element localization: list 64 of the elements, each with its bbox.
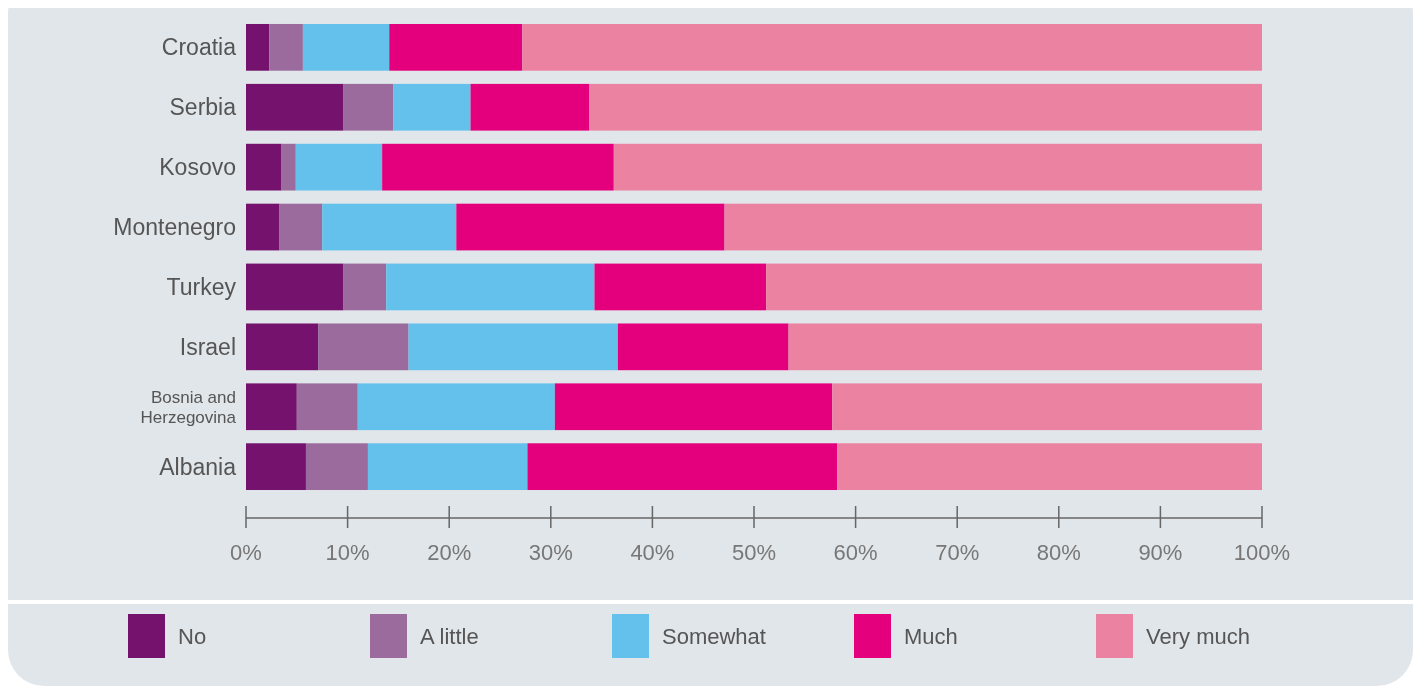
bar [269, 23, 303, 71]
bar [554, 383, 833, 431]
bar [382, 143, 614, 191]
bar [246, 443, 306, 491]
bar [832, 383, 1262, 431]
bar [246, 263, 344, 311]
bar [246, 83, 344, 131]
bar [613, 143, 1262, 191]
y-tick-label: Turkey [166, 274, 237, 300]
bar [343, 263, 387, 311]
x-tick-label: 20% [427, 540, 472, 565]
bar [246, 383, 297, 431]
y-tick-label: Bosnia and Herzegovina [140, 388, 237, 427]
bar [246, 323, 319, 371]
bar [594, 263, 767, 311]
y-tick-label: Serbia [169, 94, 237, 121]
x-tick-label: 100% [1233, 540, 1291, 565]
bar [246, 143, 282, 191]
bar [408, 323, 618, 371]
bar [393, 83, 471, 131]
bar [470, 83, 590, 131]
y-tick-label: Montenegro [113, 214, 236, 241]
y-tick-label: Albania [159, 453, 237, 480]
bar [281, 143, 296, 191]
x-tick-label: 60% [833, 540, 878, 565]
bar [367, 443, 528, 491]
bar [766, 263, 1262, 311]
y-tick-label: Israel [179, 333, 236, 360]
legend-label: Much [904, 623, 958, 649]
bar [357, 383, 555, 431]
legend-label: No [178, 623, 207, 649]
bar [788, 323, 1262, 371]
bar [837, 443, 1262, 491]
bar [617, 323, 789, 371]
bar [279, 203, 323, 251]
bar [305, 443, 368, 491]
bar [343, 83, 394, 131]
bar [724, 203, 1262, 251]
bar [295, 143, 383, 191]
bar [522, 23, 1262, 71]
x-tick-label: 90% [1138, 540, 1183, 565]
bar [386, 263, 595, 311]
legend-label: A little [420, 623, 479, 649]
bar [318, 323, 409, 371]
x-tick-label: 0% [230, 540, 262, 565]
bar [456, 203, 725, 251]
bar [589, 83, 1262, 131]
x-tick-label: 10% [325, 540, 370, 565]
bar [246, 23, 270, 71]
legend-label: Very much [1146, 623, 1250, 649]
bar [296, 383, 358, 431]
x-tick-label: 30% [528, 540, 573, 565]
x-tick-label: 70% [935, 540, 980, 565]
bar [527, 443, 838, 491]
bar [246, 203, 280, 251]
legend-label: Somewhat [662, 623, 766, 649]
y-tick-label: Croatia [161, 34, 237, 61]
bar [322, 203, 457, 251]
bar [302, 23, 390, 71]
x-tick-label: 80% [1036, 540, 1081, 565]
bar [389, 23, 523, 71]
x-tick-label: 50% [731, 540, 777, 565]
x-tick-label: 40% [630, 540, 675, 565]
y-tick-label: Kosovo [159, 154, 236, 181]
